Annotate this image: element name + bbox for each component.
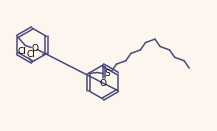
Text: O: O [100, 78, 107, 88]
Text: Cl: Cl [18, 48, 26, 56]
Text: S: S [104, 70, 110, 78]
Text: O: O [31, 44, 38, 53]
Text: Cl: Cl [26, 50, 35, 59]
